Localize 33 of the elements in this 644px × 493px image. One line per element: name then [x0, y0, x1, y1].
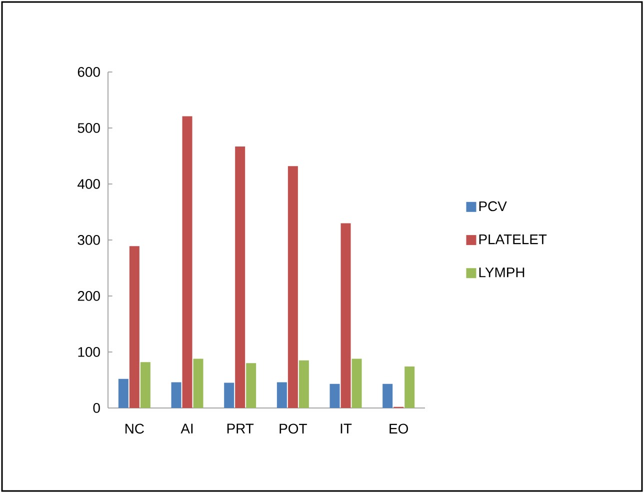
bar: [288, 166, 298, 408]
x-tick-label: PRT: [227, 424, 254, 434]
legend-label: PCV: [479, 201, 507, 212]
y-tick-label: 600: [78, 67, 100, 77]
x-tick-label: NC: [125, 424, 144, 434]
bar: [140, 362, 150, 408]
bar: [404, 366, 415, 408]
bar: [193, 358, 204, 408]
y-tick-label: 0: [93, 403, 100, 413]
legend-label: PLATELET: [479, 234, 547, 244]
bar: [182, 116, 192, 408]
bar: [171, 382, 182, 408]
x-tick-label: AI: [180, 424, 193, 434]
bar: [129, 246, 140, 408]
bar: [298, 360, 309, 408]
y-tick-label: 300: [78, 235, 100, 245]
bar: [118, 378, 128, 408]
bar: [235, 146, 246, 408]
bar: [340, 223, 351, 408]
y-tick-label: 200: [78, 291, 100, 301]
y-tick-label: 500: [78, 123, 100, 133]
y-tick-label: 400: [78, 179, 100, 189]
bar: [352, 358, 362, 408]
y-tick-label: 100: [78, 347, 100, 357]
bar: [224, 382, 234, 408]
legend-label: LYMPH: [479, 268, 524, 278]
bar: [246, 363, 256, 408]
x-tick-label: EO: [390, 424, 408, 434]
x-tick-label: IT: [340, 424, 352, 434]
x-tick-label: POT: [280, 424, 307, 434]
bar: [276, 382, 287, 408]
bar: [330, 384, 340, 408]
bar: [382, 384, 393, 408]
